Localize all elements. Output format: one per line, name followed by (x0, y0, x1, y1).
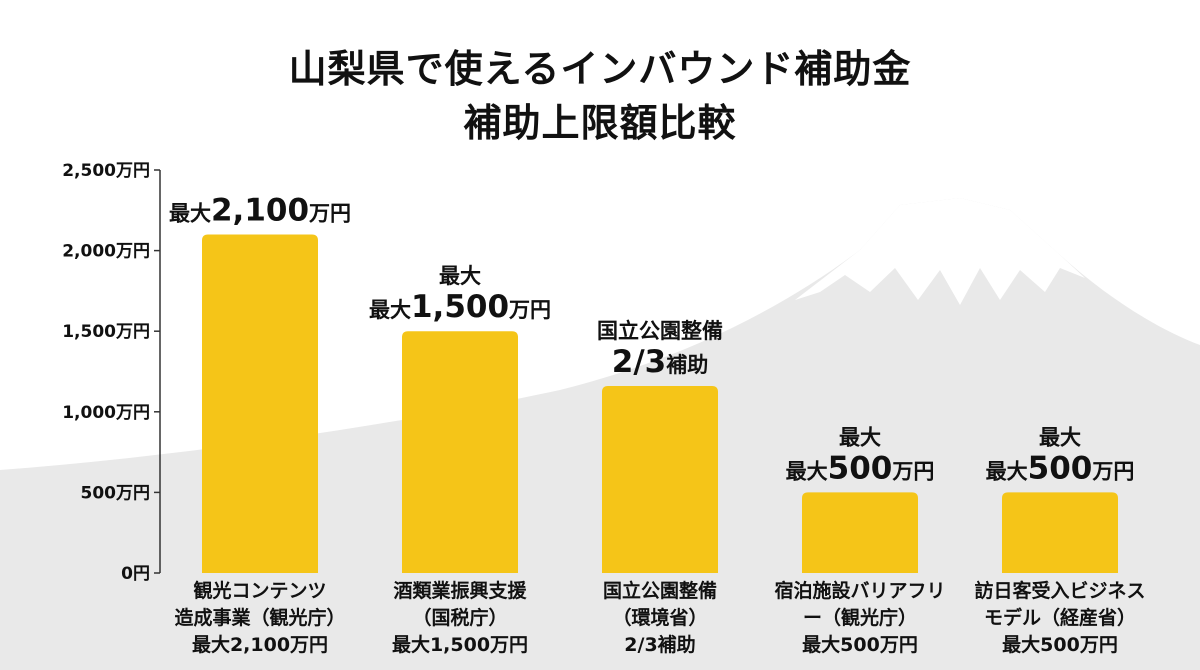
y-tick-label: 1,500万円 (62, 322, 150, 342)
bar-data-label-part: 補助 (665, 353, 708, 377)
bar-data-label: 最大500万円 (786, 450, 935, 486)
bar-data-label-part: 最大 (986, 459, 1028, 483)
y-tick-label: 1,000万円 (62, 403, 150, 423)
bar-data-label-part: 万円 (891, 459, 934, 483)
category-label: 2/3補助 (624, 633, 695, 656)
category-label: （国税庁） (412, 606, 507, 629)
category-label: 酒類業振興支援 (393, 579, 527, 602)
bars (202, 234, 1118, 574)
bar (602, 386, 718, 573)
category-label: モデル（経産省） (984, 606, 1136, 629)
category-label: 造成事業（観光庁） (174, 606, 345, 629)
bar-data-label: 最大 (439, 264, 481, 288)
category-label: 最大1,500万円 (392, 633, 528, 656)
bar-data-label-part: 500 (828, 450, 893, 486)
bar-data-label-part: 最大 (1039, 425, 1081, 449)
y-tick-label: 2,500万円 (62, 161, 150, 181)
bar-data-label-part: 2/3 (612, 344, 666, 380)
bar (1002, 492, 1118, 573)
category-label: ー（観光庁） (803, 606, 917, 629)
bar-data-label-part: 最大 (786, 459, 828, 483)
category-label: 宿泊施設バリアフリ (774, 579, 945, 602)
bar-data-label-part: 最大 (839, 425, 881, 449)
bar (802, 492, 918, 573)
bar-data-label-part: 500 (1028, 450, 1093, 486)
bar-data-label: 最大2,100万円 (169, 192, 351, 228)
y-tick-label: 500万円 (81, 483, 151, 503)
bar (402, 331, 518, 573)
bar (202, 234, 318, 574)
bar-data-label-part: 万円 (308, 201, 351, 225)
category-label: 最大500万円 (802, 633, 918, 656)
bar-data-label-part: 万円 (508, 298, 551, 322)
category-label: 訪日客受入ビジネス (974, 579, 1145, 602)
bar-data-label: 最大1,500万円 (369, 289, 551, 325)
data-labels: 最大2,100万円最大最大1,500万円国立公園整備2/3補助最大最大500万円… (169, 192, 1134, 486)
mountain-snow-cap (795, 198, 1085, 305)
category-label: 最大2,100万円 (192, 633, 328, 656)
bar-data-label-part: 最大 (169, 201, 211, 225)
y-tick-label: 0円 (121, 564, 150, 584)
category-label: 最大500万円 (1002, 633, 1118, 656)
bar-data-label-part: 最大 (369, 298, 411, 322)
chart-title-line-1: 山梨県で使えるインバウンド補助金 (288, 47, 912, 91)
category-label: 国立公園整備 (603, 579, 717, 602)
bar-data-label-part: 国立公園整備 (597, 319, 723, 343)
bar-data-label-part: 万円 (1091, 459, 1134, 483)
y-tick-label: 2,000万円 (62, 242, 150, 262)
bar-data-label-part: 最大 (439, 264, 481, 288)
category-label: （環境省） (612, 606, 707, 629)
bar-data-label: 最大 (1039, 425, 1081, 449)
category-label: 観光コンテンツ (193, 579, 326, 602)
bar-data-label-part: 1,500 (411, 289, 509, 325)
y-axis-ticks: 0円 500万円 1,000万円 1,500万円 2,000万円 2,500万円 (62, 161, 160, 584)
bar-data-label: 最大 (839, 425, 881, 449)
bar-data-label: 最大500万円 (986, 450, 1135, 486)
bar-data-label: 国立公園整備 (597, 319, 723, 343)
bar-data-label-part: 2,100 (211, 192, 309, 228)
chart-title-line-2: 補助上限額比較 (463, 101, 737, 145)
bar-data-label: 2/3補助 (612, 344, 708, 380)
